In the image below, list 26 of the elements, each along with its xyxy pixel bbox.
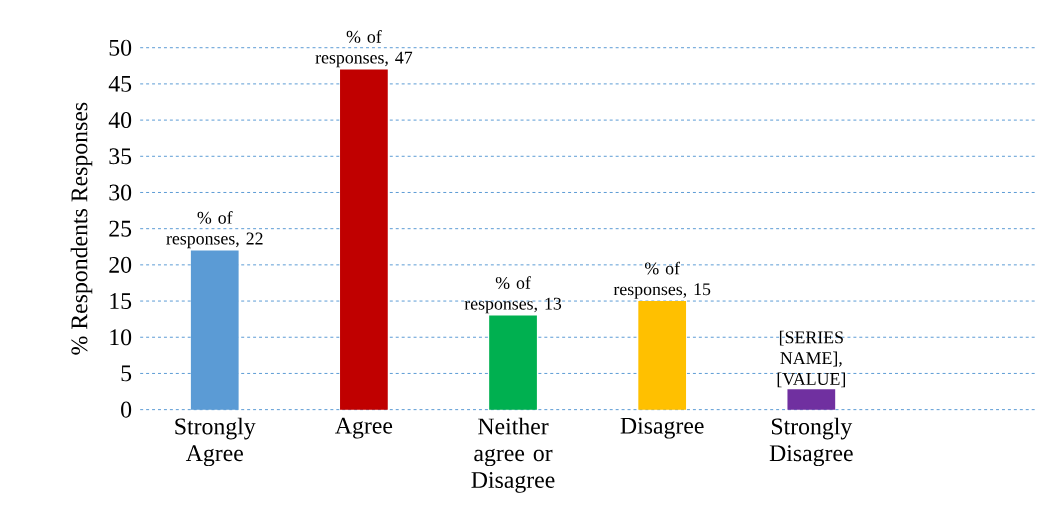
x-tick-label: Agree bbox=[335, 417, 393, 439]
data-label: % of responses, 15 bbox=[613, 261, 711, 299]
y-tick-label: 10 bbox=[110, 329, 132, 346]
bar bbox=[638, 301, 687, 410]
bar bbox=[340, 69, 388, 410]
data-label: % of responses, 47 bbox=[315, 30, 413, 68]
y-tick-label: 15 bbox=[110, 293, 132, 310]
y-tick-label: 5 bbox=[121, 365, 132, 382]
y-tick-label: 45 bbox=[108, 75, 132, 92]
x-tick-label: Neither agree or Disagree bbox=[471, 417, 555, 493]
y-tick-label: 35 bbox=[109, 148, 132, 165]
y-axis-title: % Respondents Responses bbox=[70, 102, 93, 355]
bar bbox=[787, 389, 836, 410]
data-label: % of responses, 22 bbox=[166, 211, 263, 249]
y-tick-label: 40 bbox=[108, 112, 132, 129]
bar bbox=[489, 315, 537, 410]
x-tick-label: Disagree bbox=[620, 417, 704, 439]
data-label: [SERIES NAME], [VALUE] bbox=[777, 330, 846, 388]
data-label: % of responses, 13 bbox=[464, 276, 562, 314]
y-tick-label: 20 bbox=[109, 256, 132, 273]
y-tick-label: 30 bbox=[109, 184, 132, 201]
y-tick-label: 50 bbox=[109, 39, 132, 56]
y-tick-label: 25 bbox=[109, 220, 132, 237]
x-tick-label: Strongly Agree bbox=[175, 417, 256, 467]
y-tick-label: 0 bbox=[121, 401, 132, 418]
x-tick-label: Strongly Disagree bbox=[769, 417, 853, 467]
